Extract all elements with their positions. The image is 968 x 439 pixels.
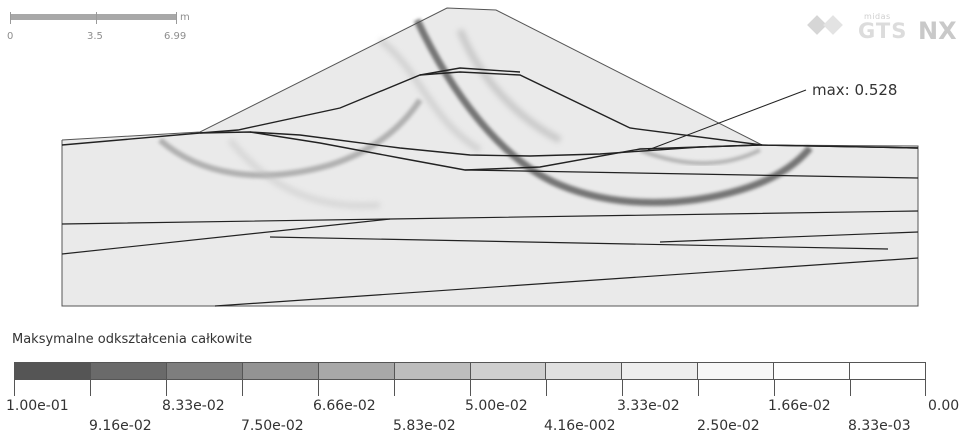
legend-color-bar [14, 362, 926, 380]
layer-boundary [659, 231, 919, 243]
strain-band-faint [456, 28, 562, 144]
legend-tick [166, 380, 167, 396]
legend-tick [925, 380, 926, 396]
scale-unit-label: m [180, 12, 190, 23]
layer-boundary [214, 257, 919, 307]
legend-tick [546, 380, 547, 396]
legend-swatch [470, 363, 547, 379]
legend-swatch [546, 363, 623, 379]
legend-tick [622, 380, 623, 396]
legend-swatch [698, 363, 775, 379]
strain-band-faint [227, 138, 381, 209]
legend-swatch [318, 363, 395, 379]
scale-bar-tick [96, 12, 97, 24]
legend-label: 8.33e-03 [848, 418, 911, 434]
strain-band-faint [639, 148, 761, 166]
legend-label: 8.33e-02 [162, 398, 225, 414]
legend-tick [850, 380, 851, 396]
legend-label: 4.16e-002 [544, 418, 616, 434]
layer-boundary [419, 67, 521, 76]
legend-swatch [394, 363, 471, 379]
legend-swatch [622, 363, 699, 379]
strain-band-faint [378, 37, 482, 153]
layer-boundary [269, 236, 889, 250]
layer-boundary [464, 169, 919, 179]
legend-tick [394, 380, 395, 396]
legend-label: 5.00e-02 [465, 398, 528, 414]
strain-band-secondary [158, 98, 423, 179]
legend-label: 2.50e-02 [697, 418, 760, 434]
max-leader-line [647, 89, 807, 151]
legend-label: 5.83e-02 [393, 418, 456, 434]
max-value-label: max: 0.528 [812, 81, 898, 99]
legend-tick [470, 380, 471, 396]
legend-label: 6.66e-02 [313, 398, 376, 414]
legend-tick [698, 380, 699, 396]
legend-label: 7.50e-02 [241, 418, 304, 434]
legend-tick [14, 380, 15, 396]
legend-swatch [242, 363, 319, 379]
layer-boundary [249, 131, 919, 171]
legend-tick [318, 380, 319, 396]
scale-bar: m 0 3.5 6.99 [7, 12, 200, 46]
scale-bar-tick [10, 12, 11, 24]
scale-label-0: 0 [7, 31, 14, 42]
layer-boundary [61, 218, 391, 255]
layer-boundary [199, 71, 763, 146]
legend-label: 1.00e-01 [6, 398, 69, 414]
scale-label-2: 6.99 [164, 31, 187, 42]
scale-bar-segment [96, 14, 176, 20]
legend-swatch [166, 363, 243, 379]
scale-bar-tick [176, 12, 177, 24]
legend-label: 3.33e-02 [617, 398, 680, 414]
legend-swatch [15, 363, 91, 379]
legend-tick [774, 380, 775, 396]
legend-swatch [774, 363, 851, 379]
legend-title: Maksymalne odkształcenia całkowite [12, 332, 253, 347]
legend-label: 0.00 [928, 398, 960, 414]
legend-tick [90, 380, 91, 396]
legend-label: 1.66e-02 [768, 398, 831, 414]
legend-label: 9.16e-02 [89, 418, 152, 434]
legend-tick [242, 380, 243, 396]
scale-label-1: 3.5 [87, 31, 103, 42]
scale-bar-segment [10, 14, 96, 20]
gts-nx-logo: midas GTS NX [806, 12, 966, 46]
model-geometry [61, 7, 919, 307]
legend-swatch [90, 363, 167, 379]
strain-band-main [413, 18, 813, 206]
legend-swatch [850, 363, 926, 379]
